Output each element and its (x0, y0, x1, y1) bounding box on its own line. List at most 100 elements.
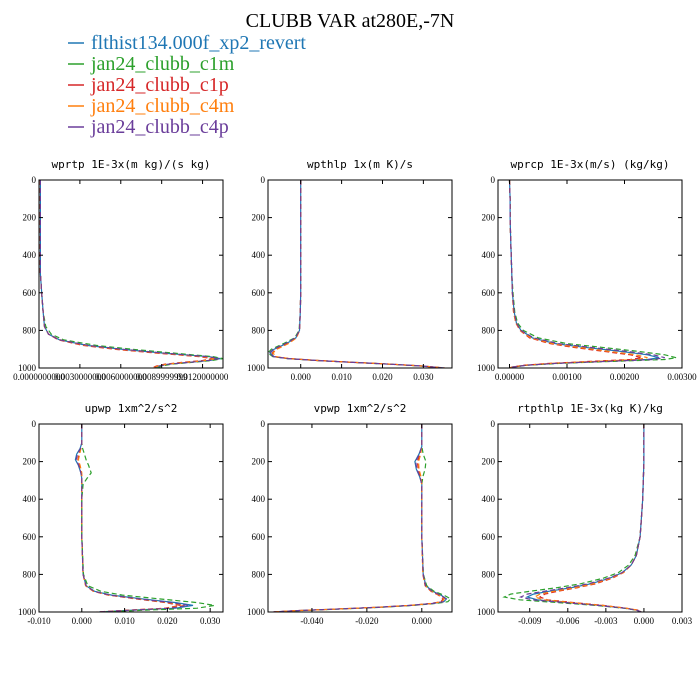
series-line (508, 180, 642, 368)
series-line (269, 180, 444, 368)
x-tick-label: 0.020 (157, 616, 178, 626)
y-tick-label: 600 (482, 532, 496, 542)
y-tick-label: 400 (482, 494, 496, 504)
panel-title: wprcp 1E-3x(m/s) (kg/kg) (511, 158, 670, 171)
x-tick-label: 0.000 (412, 616, 433, 626)
plot-frame (38, 423, 224, 613)
y-tick-label: 1000 (247, 363, 266, 373)
y-tick-label: 0 (261, 419, 266, 429)
y-tick-label: 200 (252, 213, 266, 223)
legend-entry: jan24_clubb_c1p (68, 74, 229, 96)
y-tick-label: 0 (261, 175, 266, 185)
y-tick-label: 600 (23, 288, 37, 298)
x-tick-label: 0.00000 (495, 372, 525, 382)
x-tick-label: -0.006 (556, 616, 580, 626)
legend-label: jan24_clubb_c1p (90, 74, 229, 96)
y-tick-label: 400 (482, 250, 496, 260)
y-tick-label: 1000 (18, 607, 37, 617)
legend-label: flthist134.000f_xp2_revert (91, 32, 306, 54)
panel-title: wpthlp 1x(m K)/s (307, 158, 413, 171)
plot-frame (267, 423, 453, 613)
y-tick-label: 1000 (247, 607, 266, 617)
y-tick-label: 600 (23, 532, 37, 542)
panel-title: rtpthlp 1E-3x(kg K)/kg (517, 402, 663, 415)
y-tick-label: 800 (252, 325, 266, 335)
y-tick-label: 400 (252, 250, 266, 260)
y-tick-label: 400 (23, 250, 37, 260)
plot-frame (497, 423, 683, 613)
x-tick-label: 0.0089999999 (136, 372, 188, 382)
series-line (77, 424, 181, 612)
chart-panel: wprtp 1E-3x(m kg)/(s kg) 0 200 400 600 800 100… (13, 158, 229, 382)
x-tick-label: -0.003 (594, 616, 618, 626)
series-line (75, 424, 188, 612)
x-tick-label: 0.030 (200, 616, 221, 626)
series-line (273, 424, 447, 612)
y-tick-label: 800 (23, 325, 37, 335)
plot-frame (38, 179, 224, 369)
series-line (272, 180, 446, 368)
y-tick-label: 0 (32, 419, 37, 429)
chart-panel: vpwp 1xm^2/s^2 0 200 400 600 800 1000 -0.040 -0.… (247, 402, 453, 626)
series-line (39, 180, 223, 368)
y-tick-label: 600 (482, 288, 496, 298)
y-tick-label: 200 (23, 457, 37, 467)
x-tick-label: 0.010 (331, 372, 352, 382)
y-tick-label: 0 (491, 175, 496, 185)
y-tick-label: 200 (482, 457, 496, 467)
x-tick-label: 0.010 (114, 616, 135, 626)
x-tick-label: 0.0120000000 (177, 372, 229, 382)
x-tick-label: 0.000 (72, 616, 93, 626)
y-tick-label: 400 (23, 494, 37, 504)
x-tick-label: -0.040 (300, 616, 324, 626)
legend-entry: jan24_clubb_c1m (68, 53, 235, 75)
x-tick-label: 0.0000000000 (13, 372, 65, 382)
figure-title: CLUBB VAR at280E,-7N (246, 10, 455, 32)
series-line (268, 180, 444, 368)
x-tick-label: 0.0060000000 (95, 372, 147, 382)
legend-entry: jan24_clubb_c4m (68, 95, 235, 117)
series-line (77, 424, 185, 612)
y-tick-label: 1000 (18, 363, 37, 373)
x-tick-label: -0.009 (518, 616, 542, 626)
series-line (508, 180, 648, 368)
y-tick-label: 1000 (477, 363, 496, 373)
y-tick-label: 800 (23, 569, 37, 579)
series-line (81, 424, 215, 612)
y-tick-label: 800 (482, 569, 496, 579)
x-tick-label: 0.00300 (667, 372, 697, 382)
panel-title: vpwp 1xm^2/s^2 (314, 402, 407, 415)
legend-label: jan24_clubb_c4p (90, 116, 229, 138)
series-line (74, 424, 194, 612)
chart-panel: wprcp 1E-3x(m/s) (kg/kg) 0 200 400 600 800 100… (477, 158, 697, 382)
series-line (502, 424, 645, 612)
x-tick-label: -0.010 (27, 616, 51, 626)
series-line (272, 424, 445, 612)
legend-entry: flthist134.000f_xp2_revert (68, 32, 306, 54)
x-tick-label: 0.000 (291, 372, 312, 382)
panel-title: upwp 1xm^2/s^2 (85, 402, 178, 415)
x-tick-label: 0.020 (372, 372, 393, 382)
y-tick-label: 0 (32, 175, 37, 185)
x-tick-label: 0.030 (413, 372, 434, 382)
legend-label: jan24_clubb_c1m (90, 53, 235, 75)
y-tick-label: 800 (482, 325, 496, 335)
series-line (518, 424, 645, 612)
x-tick-label: 0.003 (672, 616, 693, 626)
legend: flthist134.000f_xp2_revertjan24_clubb_c1… (68, 32, 306, 138)
y-tick-label: 600 (252, 288, 266, 298)
series-line (39, 180, 221, 368)
plot-frame (267, 179, 453, 369)
series-line (508, 180, 660, 368)
y-tick-label: 0 (491, 419, 496, 429)
y-tick-label: 200 (482, 213, 496, 223)
x-tick-label: -0.020 (355, 616, 379, 626)
series-line (39, 180, 220, 368)
panel-title: wprtp 1E-3x(m kg)/(s kg) (52, 158, 211, 171)
x-tick-label: 0.0030000000 (54, 372, 106, 382)
x-tick-label: 0.000 (634, 616, 655, 626)
series-line (508, 180, 665, 368)
chart-panel: rtpthlp 1E-3x(kg K)/kg 0 200 400 600 800 1000 -… (477, 402, 693, 626)
chart-panel: upwp 1xm^2/s^2 0 200 400 600 800 1000-0.010 0.0… (18, 402, 224, 626)
